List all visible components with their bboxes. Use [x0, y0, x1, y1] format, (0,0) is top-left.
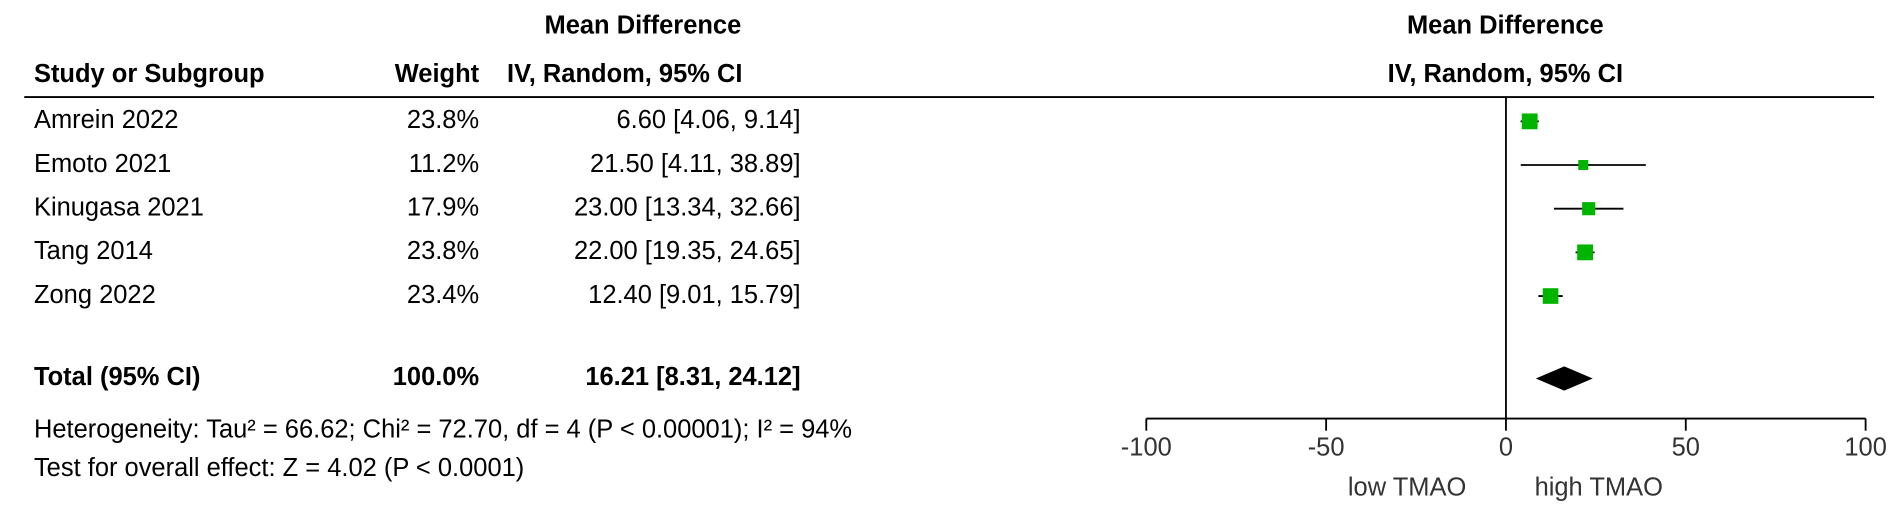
column-header: Weight	[395, 60, 480, 88]
x-right-label: high TMAO	[1535, 474, 1663, 502]
overall-effect: Test for overall effect: Z = 4.02 (P < 0…	[34, 454, 524, 482]
x-tick-label: -100	[1121, 434, 1172, 462]
study-estimate: 23.00 [13.34, 32.66]	[574, 193, 801, 221]
study-point	[1578, 160, 1589, 171]
study-weight: 11.2%	[409, 150, 479, 178]
heterogeneity: Heterogeneity: Tau² = 66.62; Chi² = 72.7…	[34, 415, 852, 443]
x-tick-label: 50	[1672, 434, 1700, 462]
column-group-title: Mean Difference	[545, 11, 742, 39]
study-name: Zong 2022	[34, 281, 156, 309]
total-estimate: 16.21 [8.31, 24.12]	[585, 363, 800, 391]
x-tick-label: 100	[1844, 434, 1887, 462]
study-estimate: 21.50 [4.11, 38.89]	[590, 150, 801, 178]
total-weight: 100.0%	[393, 363, 479, 391]
study-point	[1582, 202, 1596, 216]
study-estimate: 12.40 [9.01, 15.79]	[588, 281, 800, 309]
study-point	[1542, 288, 1559, 304]
x-left-label: low TMAO	[1348, 474, 1466, 502]
x-tick-label: -50	[1308, 434, 1345, 462]
study-estimate: 6.60 [4.06, 9.14]	[616, 106, 800, 134]
plot-subtitle: IV, Random, 95% CI	[1388, 60, 1623, 88]
study-weight: 23.8%	[407, 237, 479, 265]
study-estimate: 22.00 [19.35, 24.65]	[574, 237, 801, 265]
total-diamond	[1535, 366, 1593, 391]
total-name: Total (95% CI)	[34, 363, 201, 391]
study-name: Amrein 2022	[34, 106, 178, 134]
plot-title: Mean Difference	[1407, 11, 1604, 39]
study-point	[1521, 113, 1538, 130]
study-weight: 17.9%	[407, 193, 479, 221]
column-header: Study or Subgroup	[34, 60, 265, 88]
x-tick-label: 0	[1499, 434, 1513, 462]
study-weight: 23.4%	[407, 281, 479, 309]
study-name: Emoto 2021	[34, 150, 171, 178]
study-weight: 23.8%	[407, 106, 479, 134]
study-name: Kinugasa 2021	[34, 193, 204, 221]
study-name: Tang 2014	[34, 237, 153, 265]
column-header: IV, Random, 95% CI	[507, 60, 742, 88]
study-point	[1577, 244, 1593, 261]
